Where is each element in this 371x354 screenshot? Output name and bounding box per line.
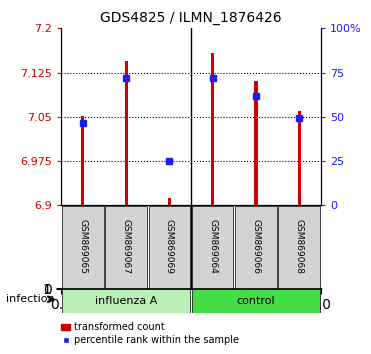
Text: GSM869065: GSM869065 xyxy=(78,219,87,274)
Bar xyxy=(279,206,320,288)
Bar xyxy=(62,206,104,288)
Text: GSM869068: GSM869068 xyxy=(295,219,304,274)
Bar xyxy=(255,81,257,205)
Text: GSM869064: GSM869064 xyxy=(208,219,217,274)
Bar xyxy=(192,206,233,288)
Bar xyxy=(298,111,301,205)
Text: infection: infection xyxy=(6,294,54,304)
Bar xyxy=(125,61,128,205)
Text: control: control xyxy=(237,296,275,306)
Bar xyxy=(81,116,84,205)
Bar xyxy=(235,206,277,288)
Bar xyxy=(192,289,320,313)
Bar xyxy=(168,198,171,205)
Text: influenza A: influenza A xyxy=(95,296,157,306)
Text: GSM869069: GSM869069 xyxy=(165,219,174,274)
Bar xyxy=(149,206,190,288)
Text: GSM869066: GSM869066 xyxy=(252,219,260,274)
Title: GDS4825 / ILMN_1876426: GDS4825 / ILMN_1876426 xyxy=(100,11,282,24)
Legend: transformed count, percentile rank within the sample: transformed count, percentile rank withi… xyxy=(57,319,243,349)
Bar xyxy=(105,206,147,288)
Text: GSM869067: GSM869067 xyxy=(122,219,131,274)
Bar xyxy=(62,289,190,313)
Bar xyxy=(211,53,214,205)
